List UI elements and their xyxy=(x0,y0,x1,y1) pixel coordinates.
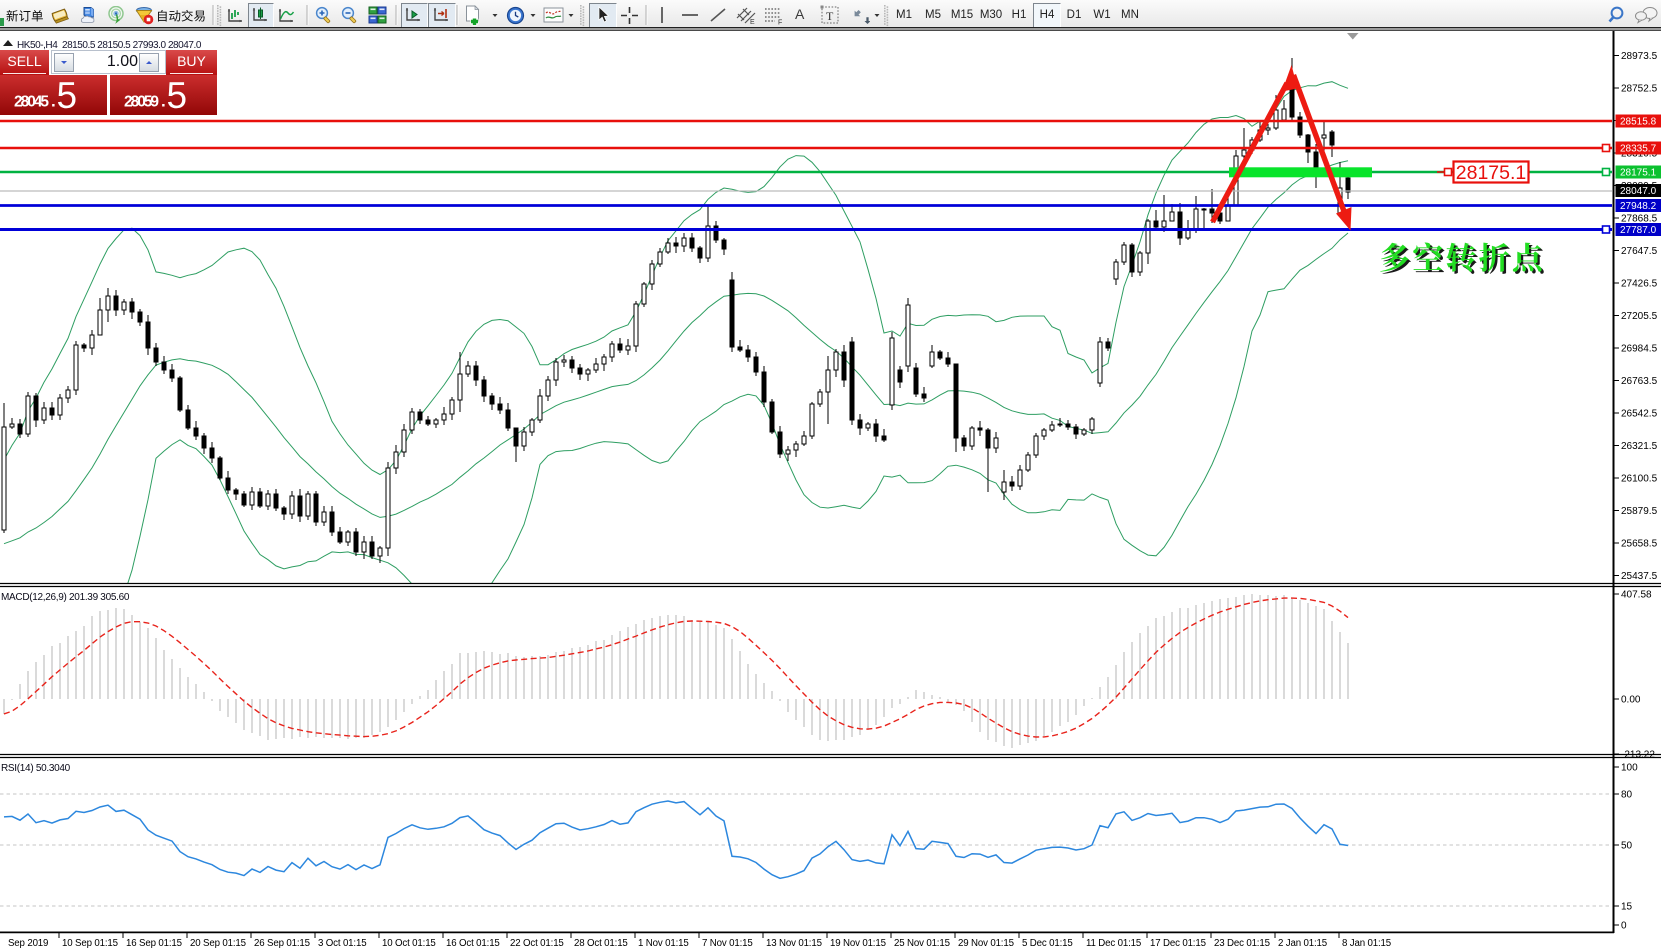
svg-text:19 Nov 01:15: 19 Nov 01:15 xyxy=(830,938,886,949)
svg-text:25658.5: 25658.5 xyxy=(1621,539,1658,550)
svg-text:26763.5: 26763.5 xyxy=(1621,376,1658,387)
svg-text:26100.5: 26100.5 xyxy=(1621,474,1658,485)
svg-text:23 Dec 01:15: 23 Dec 01:15 xyxy=(1214,938,1270,949)
svg-text:26984.5: 26984.5 xyxy=(1621,344,1658,355)
svg-text:10 Oct 01:15: 10 Oct 01:15 xyxy=(382,938,436,949)
svg-text:27205.5: 27205.5 xyxy=(1621,311,1658,322)
svg-text:27647.5: 27647.5 xyxy=(1621,246,1658,257)
svg-text:RSI(14) 50.3040: RSI(14) 50.3040 xyxy=(1,763,71,774)
svg-text:26 Sep 01:15: 26 Sep 01:15 xyxy=(254,938,310,949)
svg-text:17 Dec 01:15: 17 Dec 01:15 xyxy=(1150,938,1206,949)
svg-text:27868.5: 27868.5 xyxy=(1621,214,1658,225)
svg-text:25 Nov 01:15: 25 Nov 01:15 xyxy=(894,938,950,949)
svg-text:Sep 2019: Sep 2019 xyxy=(8,938,48,949)
svg-text:10 Sep 01:15: 10 Sep 01:15 xyxy=(62,938,118,949)
svg-text:26321.5: 26321.5 xyxy=(1621,441,1658,452)
svg-text:407.58: 407.58 xyxy=(1621,590,1652,601)
svg-text:3 Oct 01:15: 3 Oct 01:15 xyxy=(318,938,366,949)
svg-text:28752.5: 28752.5 xyxy=(1621,84,1658,95)
svg-text:28047.0: 28047.0 xyxy=(1620,186,1657,197)
svg-text:27426.5: 27426.5 xyxy=(1621,279,1658,290)
svg-text:8 Jan 01:15: 8 Jan 01:15 xyxy=(1342,938,1391,949)
svg-text:.: . xyxy=(161,92,166,111)
svg-text:20 Sep 01:15: 20 Sep 01:15 xyxy=(190,938,246,949)
svg-text:50: 50 xyxy=(1621,841,1633,852)
svg-text:28059: 28059 xyxy=(124,94,159,111)
svg-text:7 Nov 01:15: 7 Nov 01:15 xyxy=(702,938,753,949)
svg-text:26542.5: 26542.5 xyxy=(1621,409,1658,420)
svg-text:28175.1: 28175.1 xyxy=(1620,168,1657,179)
svg-text:5: 5 xyxy=(167,75,188,115)
svg-text:25437.5: 25437.5 xyxy=(1621,571,1658,582)
svg-text:5 Dec 01:15: 5 Dec 01:15 xyxy=(1022,938,1073,949)
svg-text:MACD(12,26,9) 201.39 305.60: MACD(12,26,9) 201.39 305.60 xyxy=(1,592,130,603)
svg-text:25879.5: 25879.5 xyxy=(1621,506,1658,517)
svg-text:-213.22: -213.22 xyxy=(1621,750,1655,761)
svg-text:16 Sep 01:15: 16 Sep 01:15 xyxy=(126,938,182,949)
svg-text:T: T xyxy=(826,9,834,23)
svg-text:E: E xyxy=(750,19,755,25)
svg-text:28515.8: 28515.8 xyxy=(1620,117,1657,128)
svg-text:F: F xyxy=(778,20,782,26)
svg-text:80: 80 xyxy=(1621,790,1633,801)
svg-text:.: . xyxy=(51,92,56,111)
svg-text:0.00: 0.00 xyxy=(1621,695,1641,706)
svg-text:28175.1: 28175.1 xyxy=(1456,162,1527,184)
svg-text:27948.2: 27948.2 xyxy=(1620,201,1657,212)
svg-text:28973.5: 28973.5 xyxy=(1621,51,1658,62)
svg-text:5: 5 xyxy=(57,75,78,115)
svg-text:0: 0 xyxy=(1621,921,1627,932)
svg-text:15: 15 xyxy=(1621,902,1633,913)
svg-text:100: 100 xyxy=(1621,763,1638,774)
svg-text:22 Oct 01:15: 22 Oct 01:15 xyxy=(510,938,564,949)
svg-text:13 Nov 01:15: 13 Nov 01:15 xyxy=(766,938,822,949)
svg-text:11 Dec 01:15: 11 Dec 01:15 xyxy=(1086,938,1141,949)
svg-text:28335.7: 28335.7 xyxy=(1620,144,1657,155)
svg-text:29 Nov 01:15: 29 Nov 01:15 xyxy=(958,938,1014,949)
svg-text:HK50-,H4 28150.5 28150.5 2799: HK50-,H4 28150.5 28150.5 27993.0 28047.0 xyxy=(17,40,202,51)
svg-text:27787.0: 27787.0 xyxy=(1620,225,1657,236)
svg-text:28 Oct 01:15: 28 Oct 01:15 xyxy=(574,938,628,949)
svg-text:28045: 28045 xyxy=(14,94,49,111)
svg-text:2 Jan 01:15: 2 Jan 01:15 xyxy=(1278,938,1327,949)
svg-text:1 Nov 01:15: 1 Nov 01:15 xyxy=(638,938,689,949)
svg-text:16 Oct 01:15: 16 Oct 01:15 xyxy=(446,938,500,949)
